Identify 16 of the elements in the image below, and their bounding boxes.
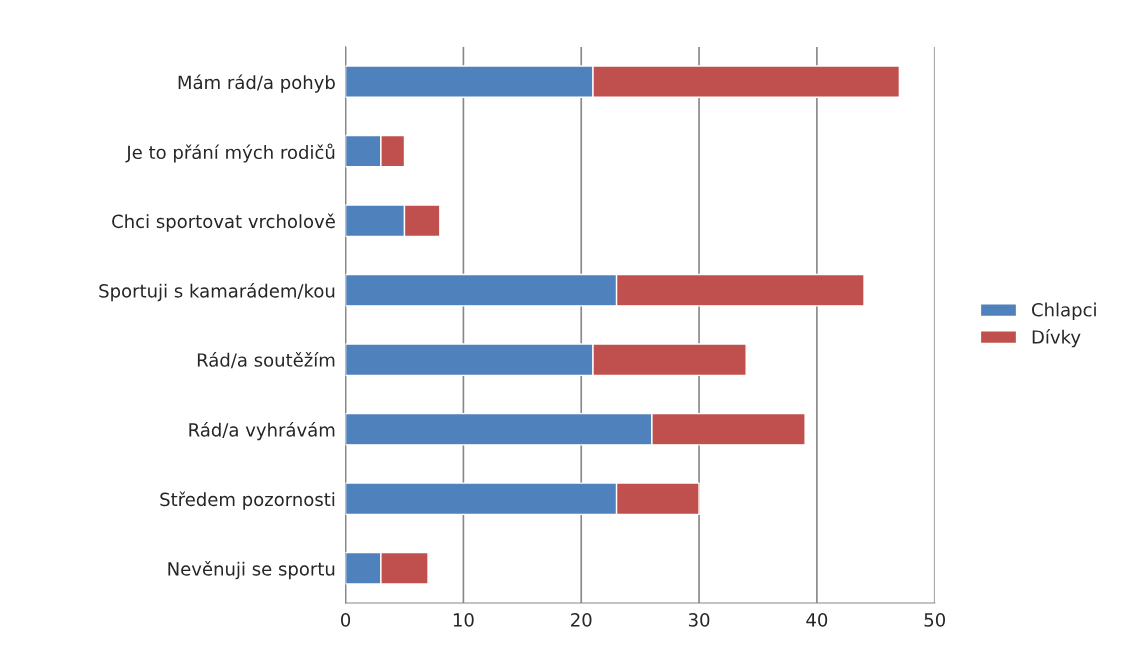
y-tick-label: Rád/a soutěžím bbox=[197, 352, 335, 369]
x-tick-label: 20 bbox=[571, 613, 592, 627]
legend-label: Dívky bbox=[1032, 329, 1081, 348]
x-tick-label: 40 bbox=[806, 613, 828, 627]
y-tick-label: Nevěnuji se sportu bbox=[168, 561, 335, 580]
y-tick-label: Rád/a vyhrávám bbox=[189, 422, 335, 441]
y-tick-label: Chci sportovat vrcholově bbox=[112, 213, 335, 232]
y-tick-label: Mám rád/a pohyb bbox=[178, 74, 335, 93]
y-tick-label: Je to přání mých rodičů bbox=[125, 143, 335, 163]
legend-label: Chlapci bbox=[1032, 302, 1096, 321]
y-tick-label: Středem pozornosti bbox=[160, 491, 335, 510]
x-tick-label: 30 bbox=[688, 613, 710, 627]
x-tick-label: 10 bbox=[453, 613, 474, 627]
y-tick-label: Sportuji s kamarádem/kou bbox=[99, 282, 335, 302]
x-tick-label: 0 bbox=[341, 613, 351, 627]
x-tick-label: 50 bbox=[924, 613, 946, 627]
